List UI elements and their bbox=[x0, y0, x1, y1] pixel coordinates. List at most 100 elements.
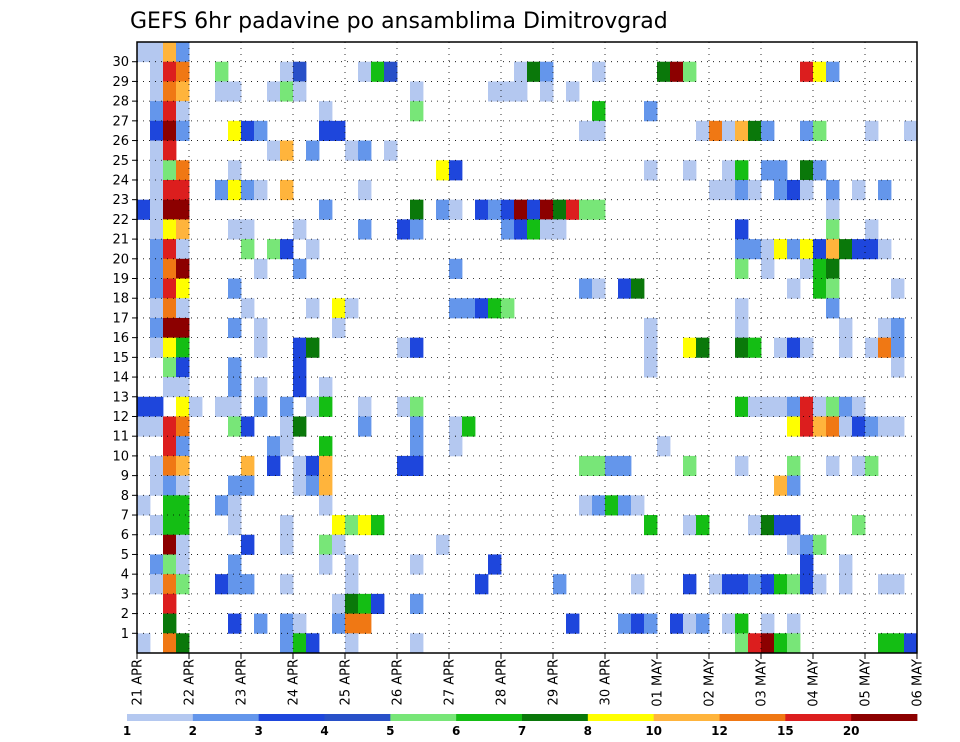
heatmap-cell bbox=[280, 515, 294, 536]
heatmap-cell bbox=[176, 377, 190, 398]
heatmap-cell bbox=[527, 219, 541, 240]
heatmap-cell bbox=[813, 534, 827, 555]
heatmap-cell bbox=[735, 258, 749, 279]
heatmap-cell bbox=[410, 633, 424, 654]
heatmap-cell bbox=[163, 574, 177, 595]
heatmap-cell bbox=[878, 633, 905, 654]
heatmap-cell bbox=[150, 199, 164, 220]
heatmap-cell bbox=[176, 357, 190, 378]
heatmap-cell bbox=[540, 219, 567, 240]
heatmap-cell bbox=[241, 298, 255, 319]
heatmap-cell bbox=[592, 61, 606, 82]
heatmap-cell bbox=[800, 337, 814, 358]
heatmap-cell bbox=[488, 554, 502, 575]
heatmap-cell bbox=[319, 475, 333, 496]
heatmap-cell bbox=[800, 61, 814, 82]
heatmap-cell bbox=[592, 120, 606, 141]
heatmap-cell bbox=[293, 258, 307, 279]
heatmap-cell bbox=[319, 455, 333, 477]
heatmap-cell bbox=[293, 633, 307, 654]
heatmap-cell bbox=[891, 357, 905, 378]
heatmap-cell bbox=[631, 613, 645, 634]
heatmap-cell bbox=[540, 199, 554, 220]
heatmap-cell bbox=[670, 61, 684, 82]
heatmap-cell bbox=[735, 455, 749, 477]
heatmap-cell bbox=[228, 278, 242, 299]
heatmap-cell bbox=[280, 613, 294, 634]
x-tick-label: 02 MAY bbox=[703, 659, 718, 707]
heatmap-cell bbox=[163, 593, 177, 614]
heatmap-cell bbox=[176, 416, 190, 437]
heatmap-cell bbox=[800, 239, 814, 260]
heatmap-cell bbox=[813, 160, 827, 181]
heatmap-cell bbox=[787, 574, 801, 595]
y-tick-label: 11 bbox=[112, 430, 129, 445]
heatmap-cell bbox=[449, 258, 463, 279]
heatmap-cell bbox=[150, 258, 164, 279]
x-tick-label: 06 MAY bbox=[911, 659, 926, 707]
heatmap-cell bbox=[150, 140, 164, 161]
heatmap-cell bbox=[150, 120, 164, 141]
heatmap-cell bbox=[683, 61, 697, 82]
heatmap-cell bbox=[631, 278, 645, 299]
heatmap-cell bbox=[410, 219, 424, 240]
heatmap-cell bbox=[475, 298, 489, 319]
heatmap-cell bbox=[436, 160, 450, 181]
heatmap-cell bbox=[774, 337, 788, 358]
heatmap-cell bbox=[163, 554, 177, 575]
heatmap-cell bbox=[163, 179, 190, 201]
heatmap-cell bbox=[748, 337, 762, 358]
heatmap-cell bbox=[306, 298, 320, 319]
y-tick-label: 29 bbox=[112, 75, 129, 90]
x-tick-label: 03 MAY bbox=[755, 659, 770, 707]
x-axis: 21 APR 22 APR 23 APR 24 APR 25 APR 26 APR 27 A… bbox=[131, 653, 926, 707]
heatmap-cell bbox=[410, 337, 424, 358]
heatmap-cell bbox=[826, 258, 840, 279]
heatmap-cell bbox=[826, 219, 840, 240]
legend-label: 12 bbox=[711, 724, 728, 738]
heatmap-cell bbox=[306, 475, 320, 496]
heatmap-cell bbox=[319, 199, 333, 220]
heatmap-cell bbox=[163, 239, 177, 260]
heatmap-cell bbox=[293, 357, 307, 378]
heatmap-cell bbox=[904, 633, 918, 654]
heatmap-cell bbox=[787, 416, 801, 437]
heatmap-cell bbox=[137, 416, 164, 437]
heatmap-cell bbox=[410, 416, 424, 437]
heatmap-cell bbox=[501, 219, 515, 240]
heatmap-cell bbox=[878, 239, 892, 260]
legend-swatch bbox=[719, 714, 786, 721]
heatmap-cell bbox=[566, 613, 580, 634]
legend-swatch bbox=[851, 714, 918, 721]
y-tick-label: 17 bbox=[112, 311, 129, 326]
heatmap-cell bbox=[618, 613, 632, 634]
heatmap-cell bbox=[436, 199, 450, 220]
heatmap-cell bbox=[176, 61, 190, 82]
heatmap-cell bbox=[332, 534, 346, 555]
heatmap-cell bbox=[293, 81, 307, 102]
heatmap-cell bbox=[683, 455, 697, 477]
y-tick-label: 2 bbox=[121, 607, 129, 622]
heatmap-cell bbox=[319, 101, 333, 122]
heatmap-cell bbox=[163, 357, 177, 378]
heatmap-cell bbox=[267, 140, 281, 161]
heatmap-cell bbox=[358, 140, 372, 161]
heatmap-cell bbox=[735, 633, 749, 654]
heatmap-cell bbox=[449, 298, 463, 319]
heatmap-cell bbox=[241, 120, 255, 141]
heatmap-cell bbox=[839, 396, 853, 417]
heatmap-cell bbox=[163, 278, 177, 299]
heatmap-cell bbox=[215, 495, 229, 516]
heatmap-cell bbox=[839, 337, 853, 358]
legend-swatch bbox=[192, 714, 260, 721]
heatmap-cell bbox=[150, 179, 164, 201]
heatmap-cell bbox=[748, 574, 762, 595]
heatmap-cell bbox=[813, 239, 827, 260]
heatmap-cell bbox=[644, 160, 658, 181]
heatmap-cell bbox=[761, 515, 775, 536]
heatmap-cell bbox=[358, 61, 372, 82]
heatmap-cell bbox=[800, 179, 814, 201]
heatmap-cell bbox=[163, 455, 177, 477]
heatmap-cell bbox=[280, 534, 294, 555]
heatmap-cell bbox=[761, 396, 788, 417]
